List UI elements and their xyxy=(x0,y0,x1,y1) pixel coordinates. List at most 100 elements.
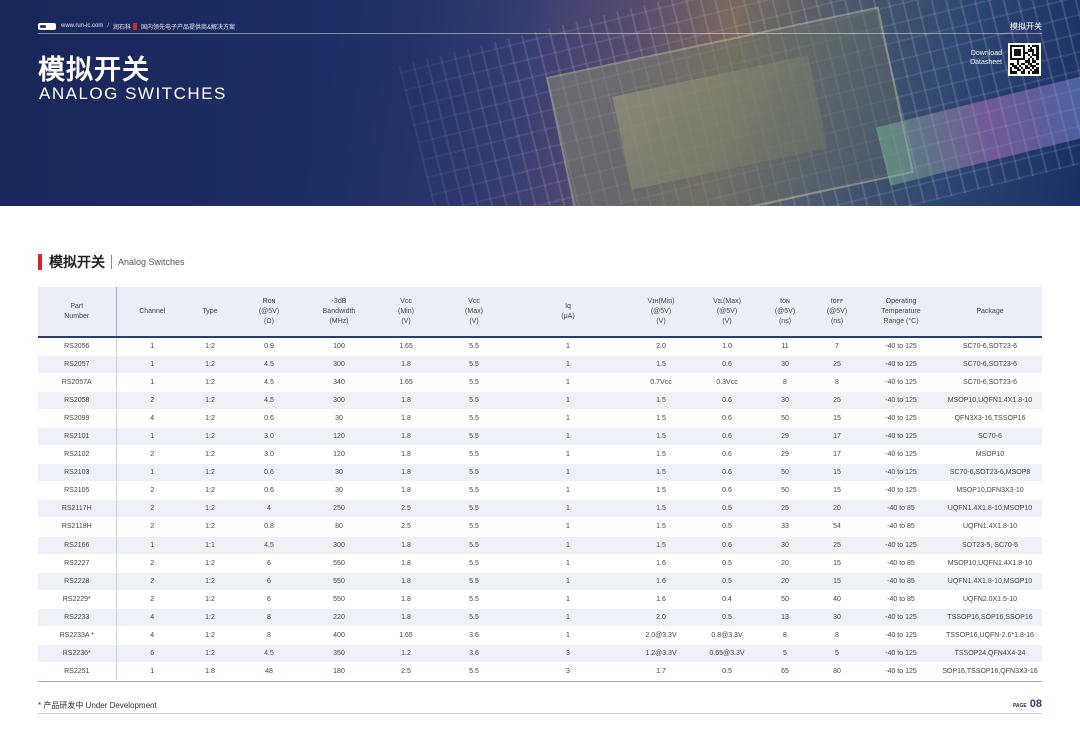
table-cell: 2.5 xyxy=(372,517,440,537)
table-cell: 0.6 xyxy=(232,409,306,428)
column-header-line: Range (°C) xyxy=(883,317,919,325)
part-number-cell: RS2233 xyxy=(38,608,117,628)
table-cell: 340 xyxy=(306,373,372,392)
table-cell: 1 xyxy=(508,445,628,465)
qr-module xyxy=(1032,45,1035,48)
table-cell: 1 xyxy=(508,337,628,356)
table-cell: 0.8 xyxy=(232,517,306,537)
analog-switch-table: Part Number Channel Type Rᴏɴ (@5V) (Ω) -3dB Band… xyxy=(38,287,1042,682)
qr-module xyxy=(1034,45,1037,48)
qr-module xyxy=(1036,45,1039,48)
table-cell: UQFN1.4X1.8-10,MSOP10 xyxy=(938,572,1042,591)
table-cell: UQFN1.4X1.8-10,MSOP10 xyxy=(938,499,1042,519)
qr-module xyxy=(1018,49,1021,52)
qr-module xyxy=(1018,69,1021,72)
part-number-cell: RS2118H xyxy=(38,517,117,537)
table-cell: 30 xyxy=(810,608,864,628)
page-subtitle: ANALOG SWITCHES xyxy=(39,84,227,103)
site-url[interactable]: www.run-ic.com xyxy=(61,23,104,29)
table-cell: 250 xyxy=(306,499,372,519)
qr-module xyxy=(1029,69,1032,72)
section-divider xyxy=(111,255,112,269)
part-number-cell: RS2117H xyxy=(38,499,117,519)
qr-module xyxy=(1014,67,1017,70)
table-cell: 550 xyxy=(306,572,372,591)
table-cell: -40 to 125 xyxy=(864,391,938,410)
table-cell: 0.6 xyxy=(232,481,306,501)
table-cell: 1.65 xyxy=(372,373,440,392)
table-cell: 20 xyxy=(810,499,864,519)
table-cell: -40 to 125 xyxy=(864,337,938,356)
qr-module xyxy=(1012,45,1015,48)
table-cell: 0.6 xyxy=(694,445,760,465)
column-header-line: (ns) xyxy=(778,317,792,325)
download-datasheet-label[interactable]: Download Datasheet xyxy=(958,49,1002,67)
table-cell: 1.8 xyxy=(372,536,440,555)
qr-module xyxy=(1016,45,1019,48)
table-cell: 2 xyxy=(116,391,188,410)
part-number-cell: RS2056 xyxy=(38,337,117,356)
table-cell: 0.5 xyxy=(694,499,760,519)
table-cell: 3.0 xyxy=(232,445,306,465)
part-number-cell: RS2233A * xyxy=(38,626,117,646)
table-cell: 8 xyxy=(760,373,810,392)
table-cell: 33 xyxy=(760,517,810,537)
qr-module xyxy=(1010,67,1013,70)
tagline: 国内领先电子产品提供商&解决方案 xyxy=(141,24,236,31)
table-cell: 1:2 xyxy=(188,572,232,591)
table-cell: 2 xyxy=(116,499,188,519)
qr-module xyxy=(1036,58,1039,61)
table-cell: 0.6 xyxy=(232,463,306,483)
table-cell: SC70-6,SOT23-6 xyxy=(938,337,1042,356)
table-cell: 4.5 xyxy=(232,391,306,410)
table-cell: -40 to 85 xyxy=(864,554,938,573)
qr-module xyxy=(1036,56,1039,59)
qr-module xyxy=(1032,49,1035,52)
table-cell: -40 to 125 xyxy=(864,536,938,555)
table-cell: 1 xyxy=(508,481,628,501)
qr-module xyxy=(1032,71,1035,74)
column-header: Iq (μA) xyxy=(508,287,628,338)
table-cell: 1.5 xyxy=(628,427,694,447)
qr-module xyxy=(1018,64,1021,67)
table-cell: 80 xyxy=(306,517,372,537)
qr-code-icon[interactable] xyxy=(1008,43,1041,76)
table-cell: 1:2 xyxy=(188,355,232,374)
column-header-line: Vcc xyxy=(400,297,412,305)
column-header-line: (@5V) xyxy=(650,307,672,315)
table-cell: 1:2 xyxy=(188,644,232,664)
table-cell: 5 xyxy=(810,644,864,664)
column-header-line: Part xyxy=(70,302,84,310)
table-cell: 5.5 xyxy=(440,536,508,555)
table-cell: 0.6 xyxy=(694,481,760,501)
table-cell: 20 xyxy=(760,572,810,591)
page-number-value: 08 xyxy=(1029,698,1042,710)
qr-module xyxy=(1027,62,1030,65)
table-cell: 30 xyxy=(306,481,372,501)
qr-module xyxy=(1027,53,1030,56)
column-header: tᴏꜰꜰ (@5V) (ns) xyxy=(810,287,864,338)
table-cell: 4.5 xyxy=(232,373,306,392)
qr-module xyxy=(1034,64,1037,67)
qr-module xyxy=(1010,47,1013,50)
column-header-line: -3dB xyxy=(331,297,347,305)
table-cell: SC70-6 xyxy=(938,427,1042,447)
table-header-row: Part Number Channel Type Rᴏɴ (@5V) (Ω) -3dB Band… xyxy=(38,287,1042,338)
table-cell: 15 xyxy=(810,572,864,591)
table-cell: 1.5 xyxy=(628,536,694,555)
part-number-cell: RS2166 xyxy=(38,536,117,555)
qr-module xyxy=(1029,64,1032,67)
table-cell: 1.6 xyxy=(628,572,694,591)
table-cell: 0.5 xyxy=(694,608,760,628)
qr-module xyxy=(1032,53,1035,56)
section-heading: 模拟开关 Analog Switches xyxy=(38,253,185,271)
table-cell: 5.5 xyxy=(440,373,508,392)
table-cell: 5.5 xyxy=(440,499,508,519)
table-cell: 1 xyxy=(508,463,628,483)
column-header-line: (Ω) xyxy=(264,317,274,325)
table-cell: 30 xyxy=(306,409,372,428)
table-cell: 1.5 xyxy=(628,481,694,501)
column-header-line: Package xyxy=(976,307,1004,315)
table-cell: 1 xyxy=(508,373,628,392)
table-cell: 48 xyxy=(232,662,306,682)
